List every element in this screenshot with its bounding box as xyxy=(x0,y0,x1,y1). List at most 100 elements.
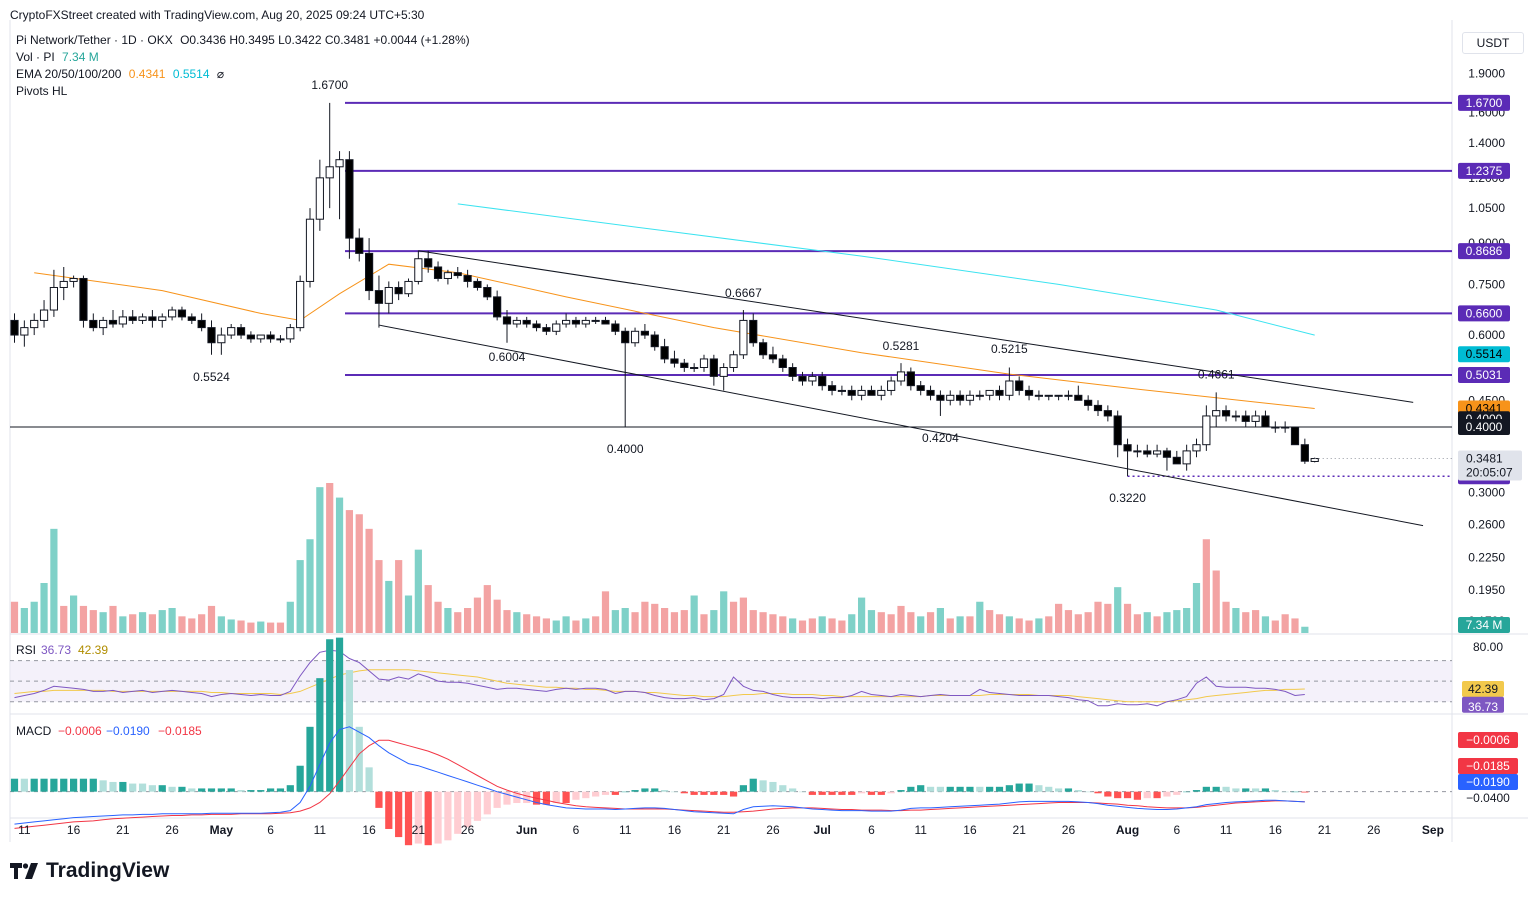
volume-bar xyxy=(877,612,885,633)
candle-body xyxy=(1192,444,1201,452)
macd-histogram-bar xyxy=(198,788,206,792)
macd-histogram-bar xyxy=(848,791,856,795)
candle-body xyxy=(650,334,659,348)
pivot-label: 0.4661 xyxy=(1198,367,1235,381)
volume-bar xyxy=(1252,610,1260,633)
time-axis-label: Jun xyxy=(516,823,537,837)
candle-body xyxy=(877,389,886,396)
volume-bar xyxy=(572,620,580,633)
macd-histogram-bar xyxy=(1183,791,1191,793)
volume-bar xyxy=(1055,603,1063,633)
candle-body xyxy=(719,367,728,377)
ema-200-line xyxy=(457,203,1315,336)
candle-body xyxy=(266,334,275,340)
macd-value: −0.0190 xyxy=(106,724,150,738)
volume-bar xyxy=(1232,608,1240,633)
volume-bar xyxy=(414,549,422,633)
volume-bar xyxy=(897,605,905,633)
volume-bar xyxy=(168,608,176,633)
macd-histogram-bar xyxy=(986,786,994,792)
rsi-badge-label: 36.73 xyxy=(1468,700,1498,714)
time-axis-label: 11 xyxy=(619,823,632,837)
macd-histogram-bar xyxy=(1261,788,1270,792)
tradingview-logo-icon xyxy=(10,863,38,879)
volume-bar xyxy=(789,618,797,633)
macd-histogram-bar xyxy=(1094,791,1102,794)
volume-bar xyxy=(946,618,954,633)
macd-histogram-bar xyxy=(887,791,895,794)
volume-bar xyxy=(690,595,698,633)
macd-histogram-bar xyxy=(720,791,728,795)
tradingview-logo[interactable]: TradingView xyxy=(10,859,169,883)
volume-bar xyxy=(769,614,777,633)
pivots-row[interactable]: Pivots HL xyxy=(16,83,474,100)
candle-body xyxy=(118,316,127,325)
volume-bar xyxy=(798,620,807,633)
candle-body xyxy=(1133,450,1142,453)
candle-body xyxy=(1182,450,1191,465)
macd-histogram-bar xyxy=(168,786,176,792)
candle-body xyxy=(985,389,994,396)
volume-bar xyxy=(936,608,944,633)
ema-row[interactable]: EMA 20/50/100/200 0.4341 0.5514 ⌀ xyxy=(16,66,474,83)
candle-body xyxy=(473,280,482,288)
candle-body xyxy=(1064,394,1073,397)
macd-histogram-bar xyxy=(395,791,403,838)
price-axis-label: 1.0500 xyxy=(1468,201,1505,215)
candle-body xyxy=(778,358,787,369)
candle-body xyxy=(906,371,915,387)
candle-body xyxy=(591,319,600,322)
macd-histogram-bar xyxy=(1005,785,1013,792)
volume-row[interactable]: Vol · PI 7.34 M xyxy=(16,49,474,66)
time-axis-label: Sep xyxy=(1422,823,1444,837)
candle-body xyxy=(59,280,68,288)
macd-histogram-bar xyxy=(129,783,137,792)
volume-bar xyxy=(148,614,156,633)
macd-histogram-bar xyxy=(601,791,610,795)
volume-bar xyxy=(1005,616,1013,633)
candle-body xyxy=(1123,444,1132,452)
symbol-name[interactable]: Pi Network/Tether · 1D · OKX xyxy=(16,33,173,47)
symbol-row[interactable]: Pi Network/Tether · 1D · OKX O0.3436 H0.… xyxy=(16,32,474,49)
candle-body xyxy=(69,277,78,282)
candle-body xyxy=(148,316,157,321)
candle-body xyxy=(236,327,246,336)
macd-histogram-bar xyxy=(306,726,314,792)
macd-histogram-bar xyxy=(119,781,127,792)
volume-bar xyxy=(680,610,688,633)
volume-bar xyxy=(661,608,669,633)
candle-body xyxy=(1271,426,1280,429)
macd-hist-badge xyxy=(1458,732,1518,748)
time-axis-label: 26 xyxy=(461,823,475,837)
volume-bar xyxy=(848,614,856,633)
macd-histogram-bar xyxy=(267,788,275,792)
time-axis-label: 11 xyxy=(1220,823,1233,837)
macd-histogram-bar xyxy=(661,790,669,792)
candle-body xyxy=(1084,399,1093,406)
pivot-label: 0.5215 xyxy=(991,342,1028,356)
macd-histogram-bar xyxy=(1192,790,1201,792)
candle-body xyxy=(374,290,384,304)
macd-histogram-bar xyxy=(1173,791,1181,795)
volume-bar xyxy=(60,605,68,633)
macd-histogram-bar xyxy=(40,778,48,792)
macd-histogram-bar xyxy=(867,791,876,795)
price-badge-label: 1.2375 xyxy=(1466,164,1503,178)
candle-body xyxy=(128,316,137,321)
macd-histogram-bar xyxy=(424,791,432,846)
macd-histogram-bar xyxy=(276,788,285,792)
volume-bar xyxy=(828,618,836,633)
volume-bar xyxy=(1025,620,1033,633)
macd-histogram-bar xyxy=(641,788,649,792)
candle-body xyxy=(315,177,324,220)
macd-histogram-bar xyxy=(552,791,560,804)
volume-bar xyxy=(217,616,225,633)
time-axis-label: 16 xyxy=(668,823,682,837)
currency-unit-button[interactable]: USDT xyxy=(1462,32,1524,54)
chart-credit: CryptoFXStreet created with TradingView.… xyxy=(10,8,425,22)
price-axis-label: 1.4000 xyxy=(1468,136,1505,150)
macd-histogram-bar xyxy=(523,791,531,804)
volume-bar xyxy=(20,608,28,633)
macd-histogram-bar xyxy=(651,788,659,792)
